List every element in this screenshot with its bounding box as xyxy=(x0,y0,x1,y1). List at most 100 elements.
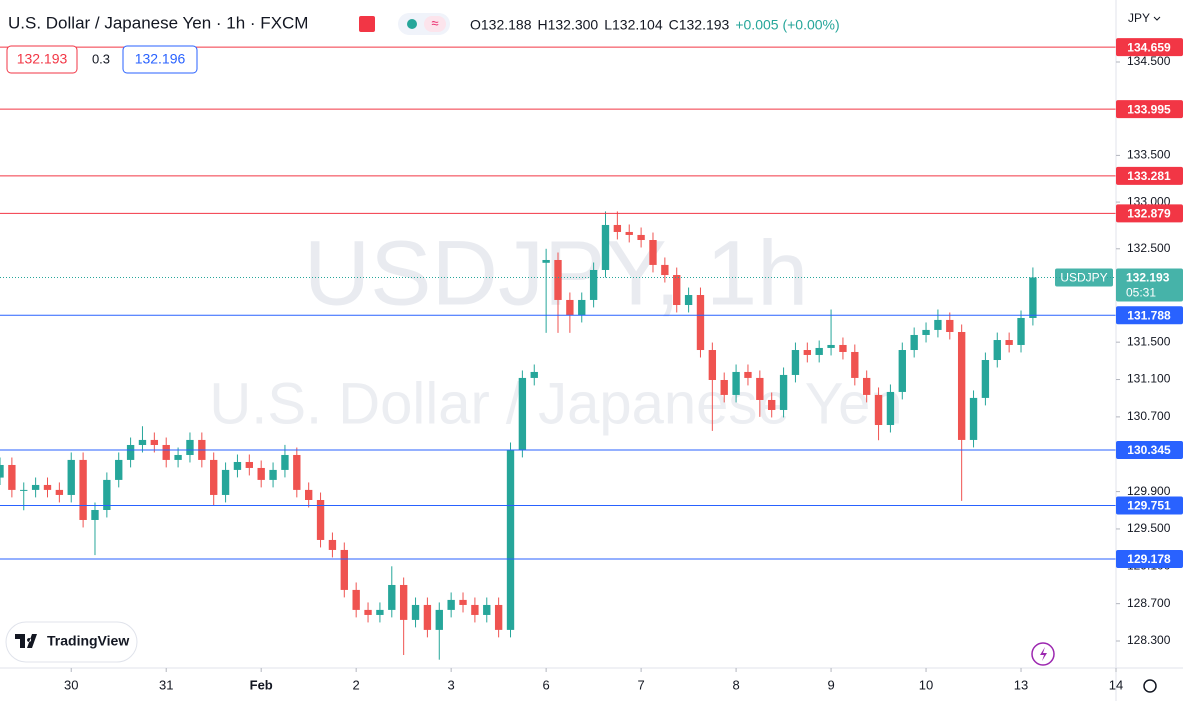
x-tick-label: 7 xyxy=(637,677,644,692)
countdown: 05:31 xyxy=(1126,286,1156,300)
currency-caret xyxy=(1153,16,1161,21)
level-label: 133.995 xyxy=(1127,102,1171,116)
candle-body xyxy=(839,344,847,352)
candle-body xyxy=(518,377,527,450)
candle-body xyxy=(43,484,52,490)
x-tick-label: 2 xyxy=(353,677,360,692)
candle-body xyxy=(684,295,693,306)
y-tick-label: 131.100 xyxy=(1127,372,1171,386)
candle-body xyxy=(67,459,75,495)
last-price: 132.193 xyxy=(1126,271,1170,285)
last-price-box xyxy=(1116,268,1183,302)
candle-body xyxy=(494,604,503,630)
sell-price: 132.193 xyxy=(17,51,68,67)
candle-body xyxy=(934,319,942,330)
candle-body xyxy=(20,489,28,491)
level-label-box xyxy=(1116,100,1183,119)
level-label: 132.879 xyxy=(1127,207,1171,221)
y-tick-label: 129.500 xyxy=(1127,521,1171,535)
candle-body xyxy=(388,584,396,610)
buy-button[interactable] xyxy=(122,45,198,74)
x-tick-label: 13 xyxy=(1014,677,1028,692)
candle-body xyxy=(732,371,740,395)
candle-body xyxy=(791,350,800,375)
ohlc-value: L132.104 xyxy=(604,17,663,33)
y-tick-label: 134.500 xyxy=(1127,54,1171,68)
currency[interactable]: JPY xyxy=(1128,11,1150,25)
y-tick-label: 129.900 xyxy=(1127,484,1171,498)
y-tick-label: 133.500 xyxy=(1127,148,1171,162)
x-tick-label: 31 xyxy=(159,677,173,692)
delay-icon xyxy=(424,16,446,32)
x-tick-label: 8 xyxy=(732,677,739,692)
candle-body xyxy=(411,604,420,620)
symbol-label: USDJPY xyxy=(1060,271,1107,285)
candle-body xyxy=(352,589,360,610)
candle-body xyxy=(910,334,918,351)
x-tick-label: 30 xyxy=(64,677,78,692)
candle-body xyxy=(138,439,147,445)
level-label: 133.281 xyxy=(1127,169,1171,183)
x-tick-label: 9 xyxy=(827,677,834,692)
level-label-box xyxy=(1116,166,1183,185)
candle-body xyxy=(957,331,966,440)
level-label-box xyxy=(1116,38,1183,57)
candle-body xyxy=(31,484,40,490)
candle-body xyxy=(483,604,491,615)
candle-body xyxy=(435,609,443,630)
event-bolt xyxy=(1040,647,1047,661)
candle-body xyxy=(649,240,657,265)
flag-icon[interactable] xyxy=(359,16,375,32)
candle-body xyxy=(946,319,954,332)
candle-body xyxy=(459,599,467,605)
candle-body xyxy=(91,509,99,520)
plot xyxy=(0,46,1116,660)
ohlc-value: +0.005 (+0.00%) xyxy=(735,17,839,33)
candle-body xyxy=(506,449,515,630)
candle-body xyxy=(969,397,978,440)
candle-body xyxy=(210,459,218,495)
symbol-title: U.S. Dollar / Japanese Yen · 1h · FXCM xyxy=(8,13,308,32)
candle-body xyxy=(981,360,990,398)
candle-body xyxy=(898,350,906,392)
y-tick-label: 128.700 xyxy=(1127,596,1171,610)
candle-body xyxy=(471,604,479,615)
ohlc-value: H132.300 xyxy=(538,17,599,33)
candle-body xyxy=(0,464,4,478)
event-icon[interactable] xyxy=(1031,642,1055,666)
level-label-box xyxy=(1116,496,1183,515)
candle-body xyxy=(554,259,562,300)
level-label: 129.178 xyxy=(1127,552,1171,566)
candle-body xyxy=(601,224,610,270)
watermark: USDJPY, 1h U.S. Dollar / Japanese Yen xyxy=(209,222,902,436)
candle-body xyxy=(281,454,289,470)
candle-body xyxy=(578,299,586,315)
x-tick-label: 10 xyxy=(919,677,933,692)
candle-body xyxy=(708,350,717,380)
candle-body xyxy=(55,489,64,495)
candle-body xyxy=(542,259,550,263)
candle-body xyxy=(922,329,930,335)
candle-body xyxy=(162,444,170,460)
candle-body xyxy=(993,340,1001,361)
x-tick-label: Feb xyxy=(250,677,273,692)
candle-body xyxy=(221,469,230,495)
candle-body xyxy=(269,469,277,480)
candle-body xyxy=(1005,340,1013,345)
logo-pill[interactable] xyxy=(5,621,138,663)
sell-button[interactable] xyxy=(6,45,78,74)
candle-body xyxy=(874,394,883,426)
candle-body xyxy=(779,374,788,410)
settings-icon[interactable] xyxy=(1143,679,1157,693)
tradingview-logo[interactable]: TradingView xyxy=(5,621,138,663)
candle-body xyxy=(376,609,384,615)
candle-body xyxy=(613,224,622,232)
candle-body xyxy=(423,604,432,630)
candle-body xyxy=(673,275,681,306)
axes: 134.500133.500133.000132.500131.500131.1… xyxy=(64,38,1183,692)
x-tick-label: 3 xyxy=(448,677,455,692)
candle-body xyxy=(316,499,325,540)
candle-body xyxy=(186,439,194,455)
level-label-box xyxy=(1116,441,1183,460)
candle-body xyxy=(803,350,811,355)
